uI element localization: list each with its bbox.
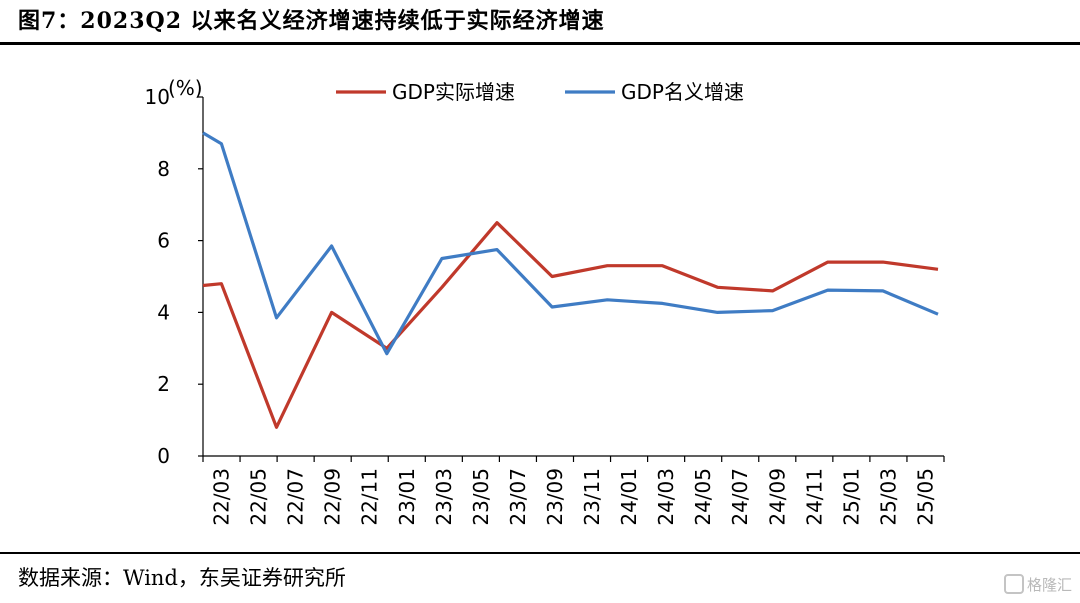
y-tick-label: 4: [157, 300, 170, 324]
y-axis-unit: (%): [168, 76, 203, 100]
x-tick-label: 25/01: [839, 468, 863, 526]
bottom-rule: [0, 552, 1080, 554]
y-tick-label: 10: [145, 85, 170, 109]
x-tick-label: 23/03: [432, 468, 456, 526]
x-tick-label: 23/11: [580, 468, 604, 526]
watermark-text: 格隆汇: [1026, 576, 1072, 594]
axis-ticks: 0 2 4 6 8 10(%) 22/03 22/05 22/07 22/09 22/11 23/01…: [145, 76, 945, 526]
x-tick-label: 24/05: [691, 468, 715, 526]
x-tick-label: 24/11: [802, 468, 826, 526]
x-tick-label: 24/03: [654, 468, 678, 526]
x-tick-label: 25/05: [913, 468, 937, 526]
x-tick-label: 22/11: [358, 468, 382, 526]
x-tick-label: 23/01: [395, 468, 419, 526]
y-tick-label: 6: [157, 229, 170, 253]
figure-title: 图7：2023Q2 以来名义经济增速持续低于实际经济增速: [18, 8, 605, 34]
x-tick-label: 22/03: [210, 468, 234, 526]
x-tick-label: 24/07: [728, 468, 752, 526]
x-tick-label: 22/09: [321, 468, 345, 526]
x-tick-label: 25/03: [876, 468, 900, 526]
chart-axes: [202, 97, 944, 457]
x-tick-label: 22/07: [284, 468, 308, 526]
y-tick-label: 8: [157, 157, 170, 181]
legend: GDP实际增速 GDP名义增速: [336, 80, 744, 104]
x-tick-label: 23/05: [469, 468, 493, 526]
series-lines: [202, 131, 939, 429]
x-tick-label: 22/05: [247, 468, 271, 526]
legend-label: GDP实际增速: [392, 80, 515, 104]
x-tick-label: 23/07: [506, 468, 530, 526]
y-tick-label: 2: [157, 372, 170, 396]
series-line-real-gdp: [202, 221, 939, 429]
x-tick-label: 24/09: [765, 468, 789, 526]
legend-label: GDP名义增速: [621, 80, 744, 104]
top-rule: [0, 42, 1080, 45]
x-tick-label: 23/09: [543, 468, 567, 526]
watermark-logo-icon: [1003, 574, 1024, 594]
x-tick-label: 24/01: [617, 468, 641, 526]
watermark: 格隆汇: [1003, 572, 1072, 598]
y-tick-label: 0: [157, 444, 170, 468]
line-chart: 0 2 4 6 8 10(%) 22/03 22/05 22/07 22/09 22/11 23/01…: [145, 76, 945, 526]
source-note: 数据来源：Wind，东吴证券研究所: [18, 566, 346, 590]
series-line-nominal-gdp: [202, 131, 939, 356]
